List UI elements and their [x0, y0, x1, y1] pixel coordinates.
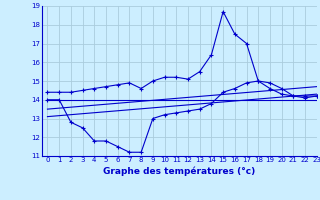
X-axis label: Graphe des températures (°c): Graphe des températures (°c) [103, 166, 255, 176]
